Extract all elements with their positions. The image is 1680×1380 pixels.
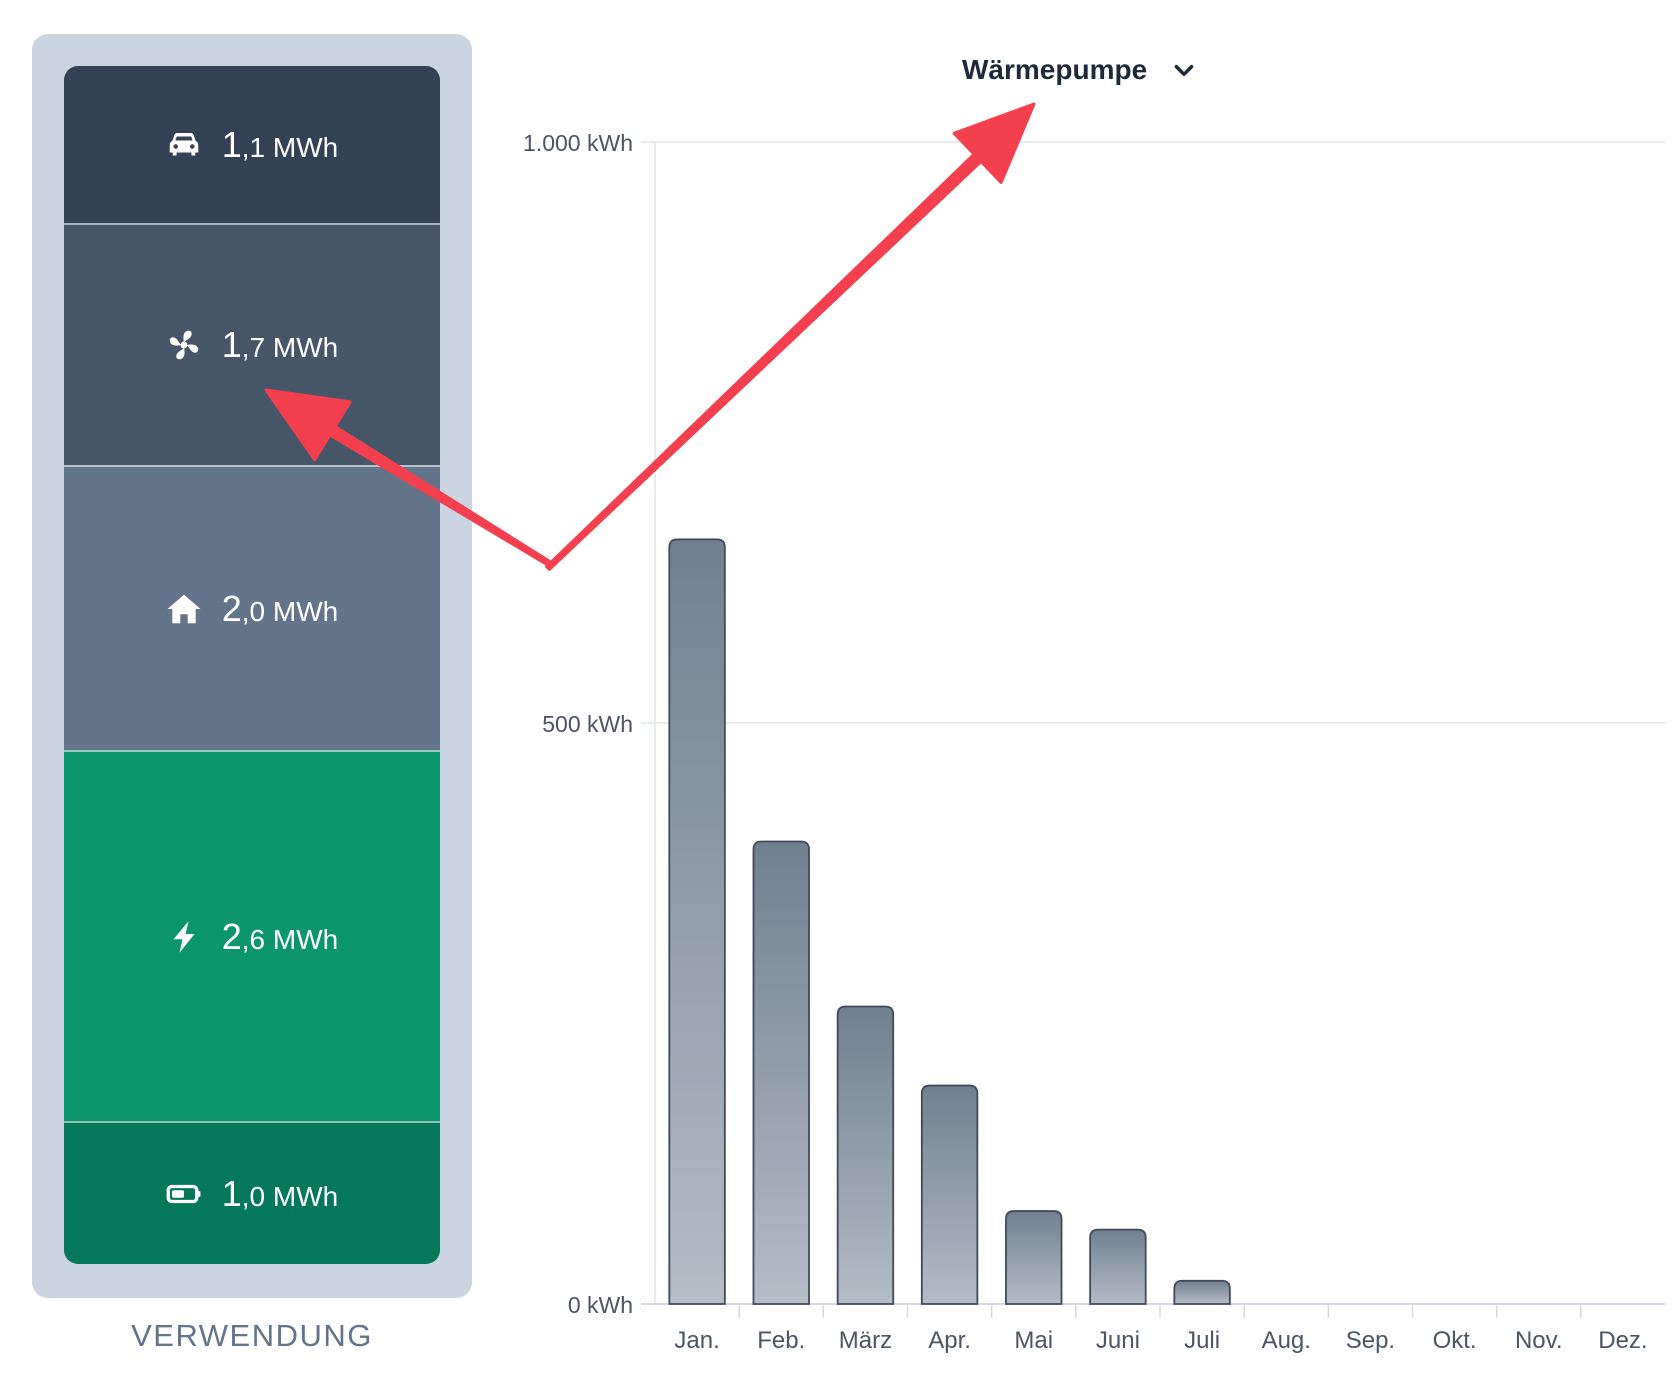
x-tick-label: Juli xyxy=(1184,1327,1220,1354)
bar-2 xyxy=(836,1005,895,1305)
usage-label: VERWENDUNG xyxy=(131,1318,373,1353)
fan-icon xyxy=(166,327,202,363)
x-tick-label: Apr. xyxy=(928,1327,971,1354)
usage-value-rest: ,0 MWh xyxy=(241,1180,339,1212)
x-tick-label: März xyxy=(839,1327,892,1354)
x-tick-label: Mai xyxy=(1014,1327,1053,1354)
usage-segment-car[interactable]: 1,1 MWh xyxy=(64,66,440,223)
y-tick-label: 500 kWh xyxy=(542,711,633,737)
x-tick-label: Dez. xyxy=(1598,1327,1647,1354)
usage-value-rest: ,0 MWh xyxy=(241,595,339,627)
y-tick-label: 1.000 kWh xyxy=(523,130,633,156)
x-tick-label: Sep. xyxy=(1346,1327,1395,1354)
bar-3 xyxy=(920,1084,979,1305)
bar-4 xyxy=(1005,1210,1063,1305)
usage-segment-value: 1,1 MWh xyxy=(222,124,339,166)
device-selector-label: Wärmepumpe xyxy=(962,54,1148,85)
bar-1 xyxy=(752,840,810,1305)
car-icon xyxy=(166,127,202,163)
bar-6 xyxy=(1173,1279,1231,1305)
bar-5 xyxy=(1089,1228,1147,1305)
x-tick-label: Aug. xyxy=(1262,1327,1311,1354)
usage-value-integer: 1 xyxy=(221,1172,242,1214)
usage-value-integer: 2 xyxy=(221,587,242,629)
x-tick-label: Juni xyxy=(1096,1327,1140,1354)
usage-value-rest: ,6 MWh xyxy=(241,923,339,955)
x-tick-label: Nov. xyxy=(1515,1327,1563,1354)
usage-segment-value: 1,0 MWh xyxy=(222,1173,339,1215)
usage-value-integer: 1 xyxy=(221,123,242,165)
house-icon xyxy=(166,591,202,627)
usage-segment-value: 1,7 MWh xyxy=(222,324,339,366)
usage-segment-value: 2,0 MWh xyxy=(222,588,339,630)
battery-icon xyxy=(166,1176,202,1212)
x-tick-label: Okt. xyxy=(1433,1327,1477,1354)
usage-value-integer: 2 xyxy=(221,915,242,957)
lightning-icon xyxy=(166,919,202,955)
device-selector[interactable]: Wärmepumpe xyxy=(962,48,1197,92)
usage-value-rest: ,7 MWh xyxy=(241,332,339,363)
usage-value-integer: 1 xyxy=(221,324,242,365)
usage-segment-lightning[interactable]: 2,6 MWh xyxy=(64,750,440,1121)
usage-stack: 1,1 MWh 1,7 MWh 2,0 MWh 2,6 MWh 1,0 MWh xyxy=(64,66,440,1264)
bar-0 xyxy=(668,538,726,1305)
x-tick-label: Feb. xyxy=(757,1327,805,1354)
usage-segment-battery[interactable]: 1,0 MWh xyxy=(64,1121,440,1264)
chevron-down-icon xyxy=(1171,57,1197,83)
x-tick-label: Jan. xyxy=(674,1327,719,1354)
usage-value-rest: ,1 MWh xyxy=(241,131,339,163)
usage-segment-value: 2,6 MWh xyxy=(222,916,339,958)
y-tick-label: 0 kWh xyxy=(568,1292,633,1318)
